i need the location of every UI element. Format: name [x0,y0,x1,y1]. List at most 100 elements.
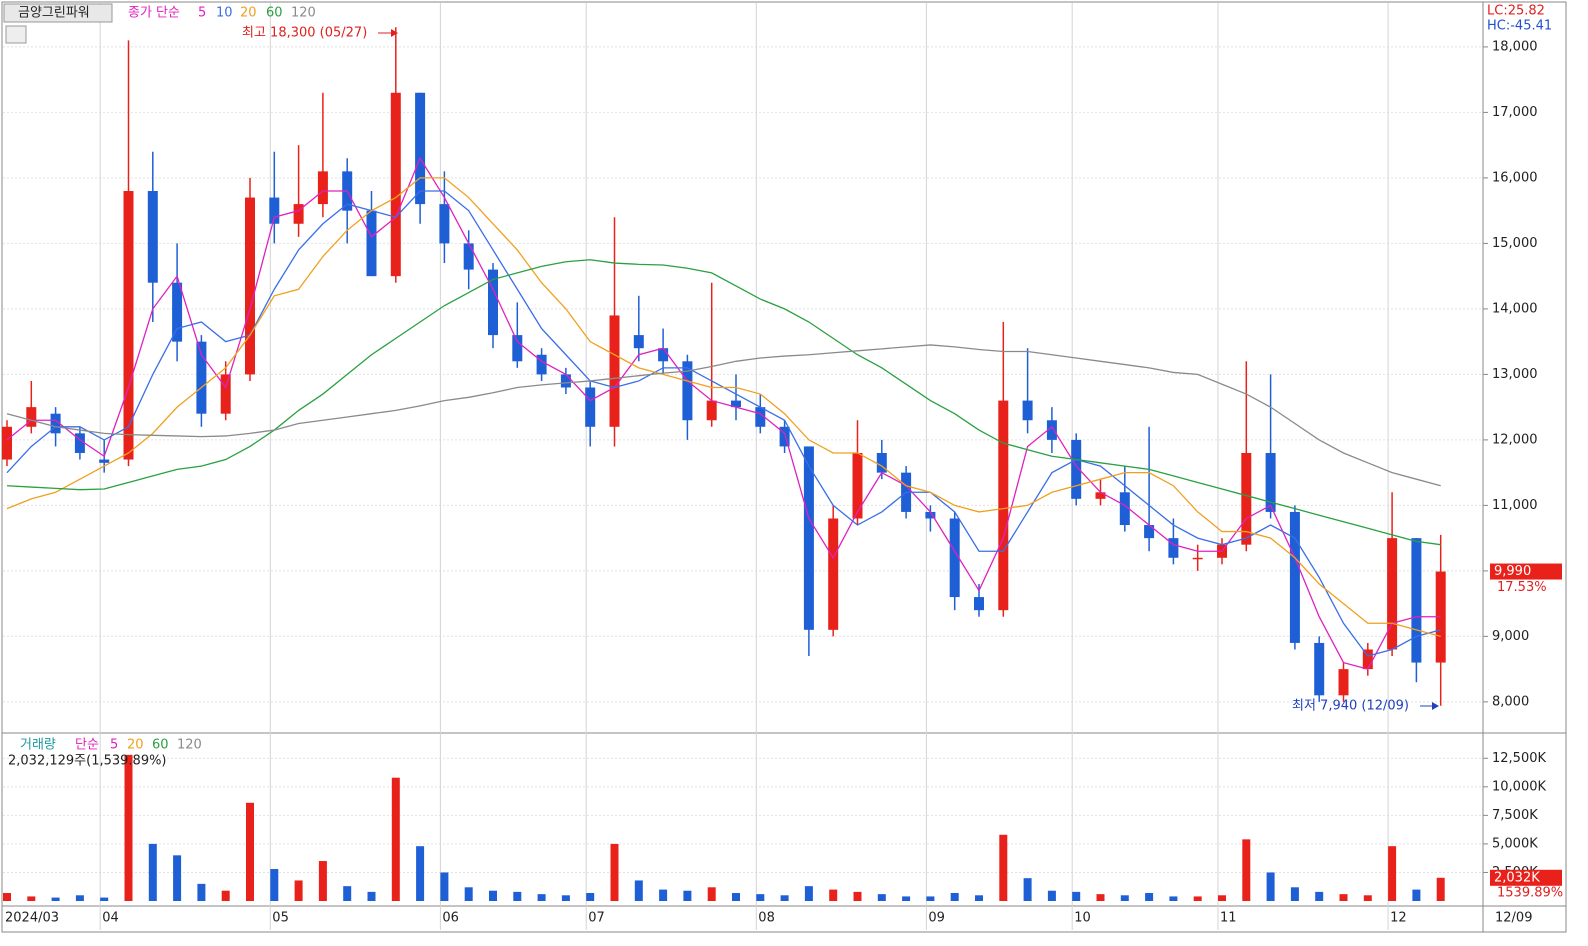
volume-legend-label: 단순 [75,738,99,753]
volume-bar [173,855,182,901]
low-arrowhead [1432,702,1439,710]
volume-bar [975,895,983,901]
y-tick-label: 12,000 [1492,432,1538,447]
candle-body [220,374,231,414]
legend-entry: 60 [266,6,283,21]
candle-body [172,282,183,342]
volume-bar [683,890,692,901]
volume-bar [804,886,813,901]
candle-body [755,407,766,427]
stock-title: 금양그린파워 [18,6,90,21]
x-tick-label: 09 [928,911,945,926]
volume-bar [367,891,376,901]
volume-bar [1436,877,1445,901]
y-tick-label: 8,000 [1492,694,1529,709]
candle-body [828,518,839,630]
volume-bar [391,777,400,901]
volume-bar [51,897,60,901]
candle-body [439,204,450,244]
last-volume-box [1490,869,1562,886]
legend-entry: 20 [127,738,144,753]
legend-entry: 20 [240,6,257,21]
volume-bar [829,889,838,901]
grid-button[interactable] [5,25,27,44]
candle-body [1192,557,1203,560]
volume-bar [1096,894,1105,901]
volume-bar [27,896,36,901]
volume-bar [489,890,497,901]
volume-bar [1218,895,1226,901]
candle-body [1095,492,1106,499]
volume-bar [1388,846,1397,901]
candle-body [974,597,984,611]
volume-bar [416,846,425,901]
candle-body [99,459,110,463]
legend-entry: 5 [110,738,118,753]
moving-average [6,177,1441,638]
y-tick-label: 7,500K [1492,808,1538,823]
low-annotation: 최저 7,940 (12/09) [1292,699,1409,714]
legend-entry: 120 [177,738,202,753]
candle-body [1265,452,1276,512]
candle-body [925,511,936,519]
candle-body [536,354,547,375]
candle-body [852,452,863,519]
moving-average [6,259,1441,546]
volume-bar [148,843,157,901]
y-tick-label: 13,000 [1492,367,1538,382]
volume-bar [1363,895,1372,901]
volume-bar [707,887,716,901]
candle-body [658,348,669,362]
volume-bar [586,893,595,901]
x-tick-label: 2024/03 [5,911,59,926]
volume-bar [1169,896,1178,901]
volume-bar [537,894,546,901]
candle-body [366,210,377,277]
x-tick-label: 11 [1220,911,1237,926]
volume-bar [124,754,133,901]
legend-label: 종가 단순 [128,6,180,21]
candle-body [415,92,426,205]
candle-body [269,197,280,224]
y-tick-label: 5,000K [1492,836,1538,851]
indicator: HC:-45.41 [1487,19,1552,34]
volume-bar [343,886,352,901]
candle-body [1289,511,1300,643]
volume-bar [440,872,449,901]
volume-bar [221,890,230,901]
candle-body [245,197,255,375]
candle-body [560,374,571,388]
x-tick-label: 05 [272,911,289,926]
high-annotation: 최고 18,300 (05/27) [242,26,367,41]
y-tick-label: 9,000 [1492,629,1529,644]
legend-entry: 60 [152,738,169,753]
candle-body [1387,538,1398,650]
legend-entry: 10 [216,6,233,21]
title-box[interactable] [3,3,113,23]
volume-bar [926,896,935,901]
volume-bar [561,895,570,901]
candle-body [463,243,474,270]
candle-body [949,518,960,598]
x-tick-label: 06 [442,911,459,926]
volume-bar [1023,878,1032,901]
volume-bar [1120,895,1129,901]
y-tick-label: 14,000 [1492,301,1538,316]
last-volume-change: 1539.89% [1497,885,1563,900]
frame [1,1,1567,933]
volume-bar [634,880,643,901]
candle-body [317,171,328,205]
candle-body [147,191,158,283]
candle-body [488,269,498,336]
volume-bar [610,843,619,901]
volume-bar [197,883,206,901]
moving-average [6,156,1441,670]
candle-body [803,446,814,630]
candle-body [1314,642,1325,696]
volume-bar [75,895,84,901]
volume-bar [100,897,109,901]
volume-bar [756,894,765,901]
candle-body [585,387,596,427]
